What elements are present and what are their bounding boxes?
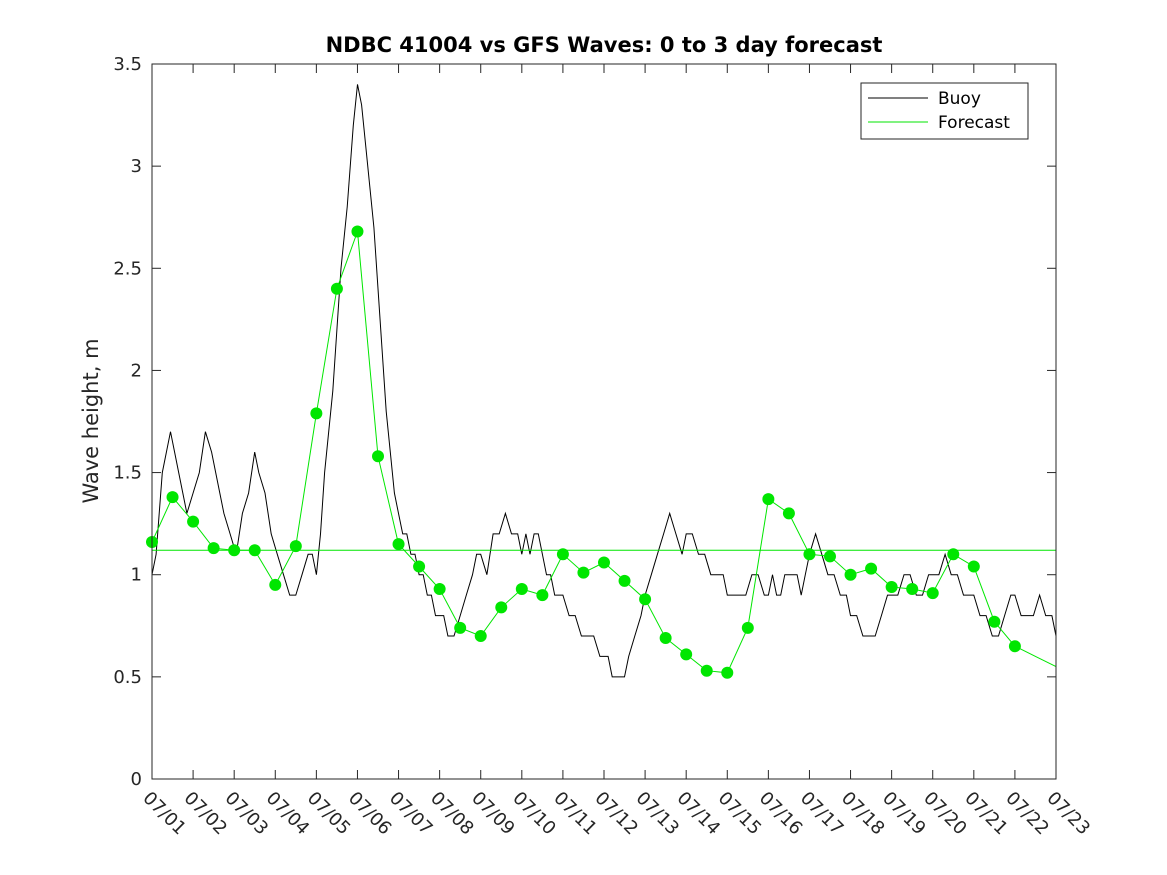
x-tick-label: 07/13 xyxy=(632,788,684,840)
x-tick-label: 07/06 xyxy=(344,788,396,840)
forecast-marker xyxy=(228,544,241,557)
forecast-marker xyxy=(310,407,323,420)
forecast-marker xyxy=(926,587,939,600)
forecast-marker xyxy=(187,515,200,528)
x-tick-label: 07/09 xyxy=(467,788,519,840)
y-tick-label: 0 xyxy=(131,769,142,790)
forecast-marker xyxy=(988,615,1001,628)
forecast-marker xyxy=(351,225,364,238)
legend-label-buoy: Buoy xyxy=(938,89,981,109)
forecast-marker xyxy=(721,666,734,679)
forecast-marker xyxy=(372,450,384,463)
forecast-marker xyxy=(598,556,610,569)
forecast-marker xyxy=(906,583,919,596)
x-tick-label: 07/04 xyxy=(262,788,314,840)
legend-box xyxy=(860,82,1029,140)
y-tick-label: 3.5 xyxy=(113,54,142,75)
x-tick-label: 07/12 xyxy=(590,788,642,840)
x-tick-label: 07/11 xyxy=(549,788,601,840)
forecast-marker xyxy=(454,621,467,634)
y-tick-label: 1 xyxy=(131,565,142,586)
y-tick-label: 3 xyxy=(131,156,142,177)
x-tick-label: 07/02 xyxy=(180,788,232,840)
forecast-marker xyxy=(577,566,590,579)
x-tick-label: 07/14 xyxy=(673,788,725,840)
forecast-marker xyxy=(741,621,754,634)
series-layer xyxy=(146,84,1057,679)
forecast-marker xyxy=(495,601,508,614)
forecast-marker xyxy=(474,630,487,642)
x-tick-label: 07/22 xyxy=(1001,788,1053,840)
x-tick-label: 07/18 xyxy=(837,788,889,840)
x-tick-label: 07/10 xyxy=(508,788,560,840)
forecast-marker xyxy=(248,544,261,557)
forecast-marker xyxy=(885,580,898,593)
x-tick-label: 07/03 xyxy=(221,788,273,840)
x-tick-label: 07/16 xyxy=(755,788,807,840)
forecast-marker xyxy=(433,583,446,596)
forecast-marker xyxy=(680,648,693,661)
forecast-marker xyxy=(967,560,980,573)
x-tick-label: 07/01 xyxy=(138,788,190,840)
forecast-marker xyxy=(700,664,713,677)
x-tick-label: 07/05 xyxy=(303,788,355,840)
forecast-marker xyxy=(659,632,672,645)
forecast-marker xyxy=(413,560,426,573)
x-tick-label: 07/07 xyxy=(385,788,437,840)
forecast-marker xyxy=(618,574,631,587)
forecast-marker xyxy=(1008,640,1021,653)
x-tick-label: 07/15 xyxy=(714,788,766,840)
forecast-marker xyxy=(844,568,857,581)
forecast-marker xyxy=(515,583,528,596)
forecast-marker xyxy=(762,493,775,506)
x-tick-label: 07/20 xyxy=(919,788,971,840)
forecast-marker xyxy=(536,589,549,602)
x-tick-label: 07/17 xyxy=(796,788,848,840)
y-tick-label: 2 xyxy=(131,360,142,381)
forecast-marker xyxy=(289,540,302,553)
x-tick-label: 07/19 xyxy=(878,788,930,840)
forecast-marker xyxy=(556,548,569,561)
x-tick-label: 07/08 xyxy=(426,788,478,840)
y-tick-label: 1.5 xyxy=(113,463,142,484)
forecast-marker xyxy=(782,507,795,520)
y-tick-label: 0.5 xyxy=(113,667,142,688)
series-line-buoy xyxy=(151,84,1057,678)
chart-title: NDBC 41004 vs GFS Waves: 0 to 3 day fore… xyxy=(326,33,883,57)
forecast-marker xyxy=(803,548,816,561)
legend-label-forecast: Forecast xyxy=(938,113,1010,133)
x-tick-label: 07/21 xyxy=(960,788,1012,840)
forecast-marker xyxy=(330,282,343,295)
y-axis-label: Wave height, m xyxy=(79,338,103,503)
forecast-marker xyxy=(824,550,836,563)
legend: Buoy Forecast xyxy=(860,82,1029,140)
x-tick-label: 07/23 xyxy=(1042,788,1094,840)
forecast-marker xyxy=(639,593,652,606)
forecast-marker xyxy=(207,542,220,555)
forecast-marker xyxy=(865,562,878,575)
plot-area xyxy=(152,64,1056,779)
forecast-marker xyxy=(392,538,405,551)
forecast-marker xyxy=(947,548,960,561)
forecast-marker xyxy=(269,578,282,591)
forecast-marker xyxy=(166,491,179,504)
y-tick-label: 2.5 xyxy=(113,258,142,279)
